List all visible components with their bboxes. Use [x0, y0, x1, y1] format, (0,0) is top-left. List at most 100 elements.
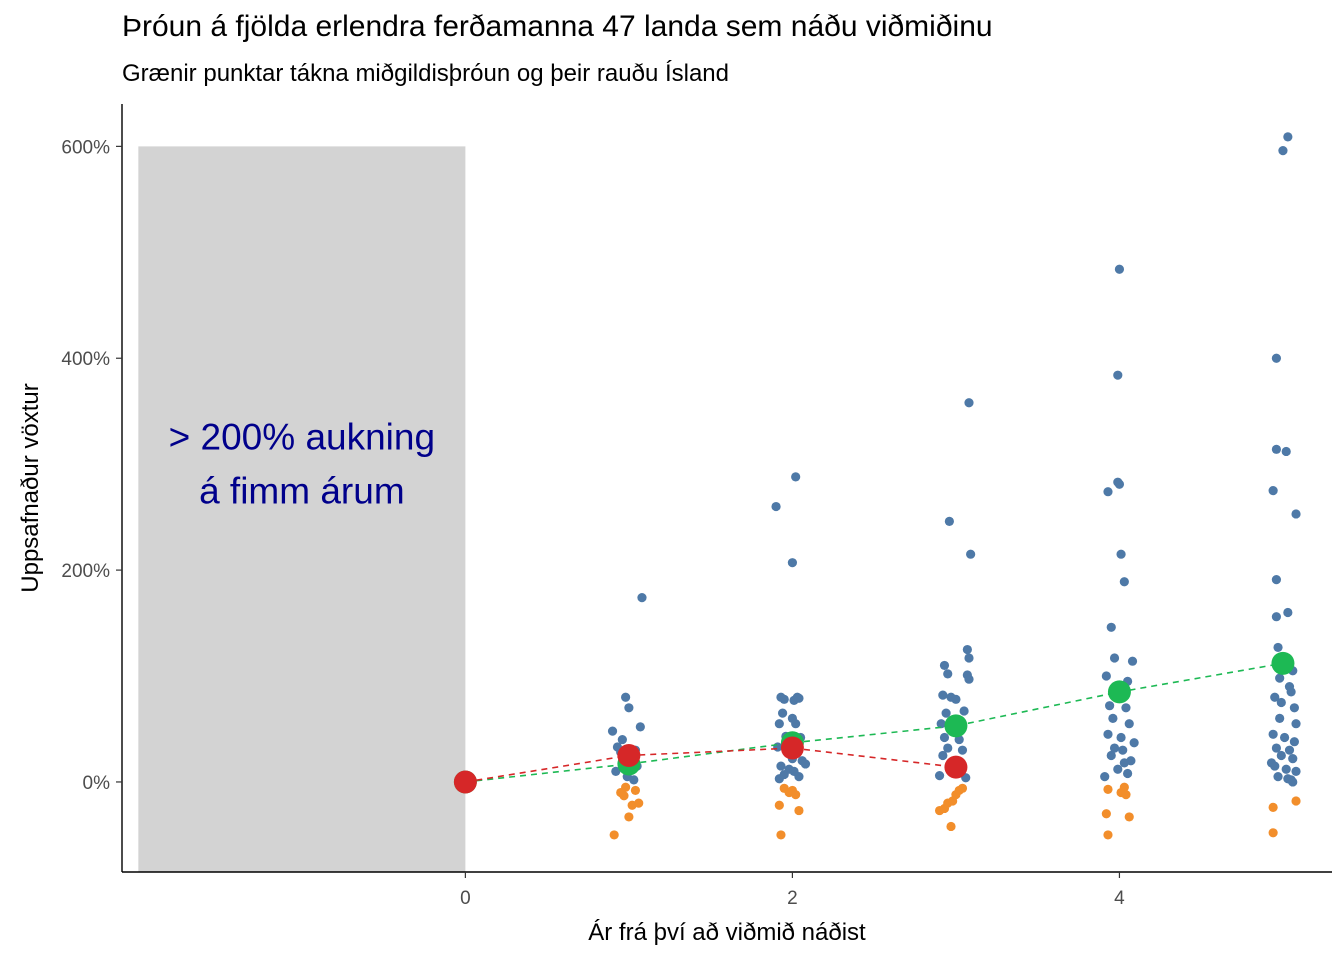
annotation-line-1: > 200% aukning — [169, 417, 435, 458]
country-point-growth — [1276, 750, 1286, 761]
country-point-growth — [966, 549, 976, 559]
country-point-growth — [1109, 743, 1120, 753]
x-tick-label: 2 — [787, 888, 798, 909]
country-point-growth — [1291, 766, 1301, 776]
country-point-growth — [957, 745, 968, 755]
x-tick-label: 0 — [460, 888, 471, 909]
iceland-point — [780, 736, 804, 760]
country-point-decline — [1101, 809, 1111, 819]
x-axis-label: Ár frá því að viðmið náðist — [588, 919, 866, 946]
country-point-growth — [938, 690, 948, 700]
country-point-growth — [1124, 719, 1134, 729]
highlight-points — [453, 651, 1295, 794]
trend-lines — [465, 662, 1284, 783]
country-point-growth — [962, 644, 972, 655]
country-point-growth — [1288, 754, 1298, 764]
country-point-growth — [1103, 487, 1113, 497]
country-point-growth — [1127, 656, 1138, 666]
country-point-growth — [777, 708, 788, 718]
country-point-growth — [1291, 509, 1301, 519]
x-tick-label: 4 — [1114, 888, 1125, 909]
shaded-region-annotation: > 200% aukning á fimm árum — [169, 417, 435, 512]
country-point-decline — [609, 830, 619, 840]
country-point-decline — [1268, 802, 1278, 812]
country-point-growth — [1275, 673, 1285, 683]
y-tick-label: 200% — [61, 561, 110, 582]
country-point-decline — [774, 800, 784, 810]
median-line — [465, 662, 1284, 783]
country-point-growth — [1271, 444, 1282, 454]
country-point-growth — [1116, 732, 1126, 743]
country-point-growth — [794, 693, 804, 703]
shaded-region — [138, 146, 466, 872]
country-point-growth — [1283, 607, 1293, 618]
country-point-decline — [791, 790, 801, 800]
country-point-growth — [621, 692, 631, 702]
country-point-decline — [946, 821, 956, 832]
country-point-decline — [1103, 784, 1113, 794]
country-point-growth — [635, 722, 645, 732]
country-point-decline — [948, 796, 958, 806]
country-point-growth — [1103, 729, 1113, 739]
country-point-growth — [1271, 353, 1282, 363]
country-point-growth — [1268, 486, 1278, 496]
country-point-growth — [964, 674, 974, 684]
chart-title: Þróun á fjölda erlendra ferðamanna 47 la… — [122, 10, 993, 43]
annotation-line-2: á fimm árum — [199, 471, 405, 512]
country-point-growth — [1289, 703, 1299, 713]
country-point-growth — [794, 772, 804, 782]
country-point-growth — [1278, 146, 1288, 156]
country-point-growth — [938, 750, 948, 761]
country-point-growth — [617, 734, 627, 745]
country-point-growth — [1271, 612, 1282, 622]
country-point-growth — [1266, 758, 1277, 768]
country-point-growth — [1101, 671, 1111, 681]
country-point-growth — [791, 472, 801, 482]
country-point-growth — [1116, 549, 1126, 559]
country-point-growth — [1106, 622, 1116, 632]
country-point-growth — [1268, 729, 1278, 739]
country-point-decline — [1268, 828, 1278, 838]
country-point-decline — [794, 805, 804, 816]
country-point-growth — [959, 706, 969, 716]
country-point-decline — [619, 791, 629, 801]
country-point-growth — [629, 775, 639, 785]
country-point-growth — [787, 558, 798, 568]
country-point-growth — [1271, 743, 1282, 753]
country-point-decline — [1121, 790, 1131, 800]
country-point-growth — [624, 703, 634, 713]
country-point-growth — [1114, 479, 1125, 489]
country-point-growth — [1105, 701, 1115, 711]
country-point-growth — [1119, 758, 1129, 768]
country-point-growth — [800, 759, 811, 769]
country-point-growth — [934, 771, 945, 781]
country-point-growth — [1106, 750, 1116, 761]
iceland-point — [617, 743, 641, 767]
country-point-growth — [964, 653, 974, 663]
median-point — [944, 714, 968, 738]
country-point-growth — [954, 734, 964, 745]
country-point-growth — [964, 398, 974, 408]
country-point-growth — [1113, 370, 1123, 380]
country-point-growth — [1289, 737, 1299, 747]
country-point-growth — [771, 501, 781, 512]
country-point-growth — [1129, 738, 1139, 748]
country-point-decline — [621, 782, 631, 792]
country-point-growth — [779, 694, 789, 704]
country-point-growth — [1113, 764, 1123, 774]
country-point-growth — [951, 694, 961, 704]
country-point-growth — [1288, 777, 1298, 787]
country-point-growth — [1286, 687, 1296, 697]
country-point-growth — [1276, 697, 1286, 708]
country-point-growth — [1281, 764, 1291, 774]
country-point-decline — [1103, 830, 1113, 840]
country-point-growth — [1273, 772, 1283, 782]
country-point-growth — [1270, 692, 1280, 702]
country-point-growth — [774, 774, 784, 784]
x-axis-ticks: 0 2 4 — [460, 872, 1125, 909]
country-point-growth — [943, 669, 953, 679]
iceland-point — [944, 755, 968, 779]
iceland-line — [465, 747, 957, 783]
median-point — [1107, 680, 1131, 704]
